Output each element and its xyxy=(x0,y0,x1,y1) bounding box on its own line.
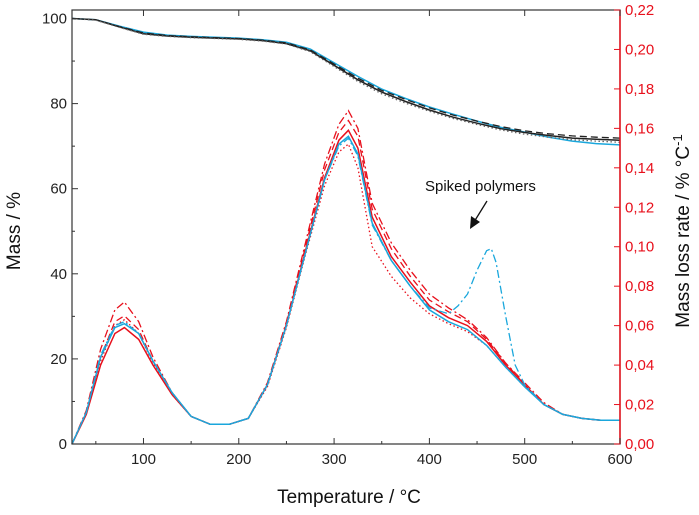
y-right-tick-label: 0,16 xyxy=(625,120,654,137)
spiked-polymers-annotation: Spiked polymers xyxy=(425,178,536,195)
mass-line-2 xyxy=(71,17,621,141)
y-right-tick-label: 0,20 xyxy=(625,41,654,58)
x-axis-title: Temperature / °C xyxy=(277,487,421,508)
axes: 100 200 300 400 500 600 0 20 40 60 80 100 0,00 0,02 0,… xyxy=(42,2,654,468)
y-left-axis-title: Mass / % xyxy=(4,192,25,270)
annotation-arrow xyxy=(470,200,488,229)
x-tick-label: 200 xyxy=(226,451,251,468)
y-right-axis-title: Mass loss rate / % °C-1 xyxy=(670,134,694,327)
y-right-tick-label: 0,18 xyxy=(625,81,654,98)
y-right-tick-label: 0,02 xyxy=(625,397,654,414)
y-right-tick-label: 0,06 xyxy=(625,318,654,335)
mass-line-1 xyxy=(71,17,621,146)
y-left-tick-label: 100 xyxy=(42,11,67,28)
mass-line-3 xyxy=(71,17,621,139)
y-right-tick-label: 0,00 xyxy=(625,436,654,453)
y-left-tick-label: 60 xyxy=(50,181,67,198)
y-right-axis-title-main: Mass loss rate / % xyxy=(673,172,694,327)
y-left-tick-label: 40 xyxy=(50,266,67,283)
x-tick-label: 400 xyxy=(417,451,442,468)
mass-loss-rate-line-2 xyxy=(71,109,620,445)
y-right-tick-label: 0,04 xyxy=(625,357,654,374)
x-tick-label: 600 xyxy=(607,451,632,468)
y-right-tick-label: 0,10 xyxy=(625,239,654,256)
y-left-tick-label: 80 xyxy=(50,96,67,113)
mass-line-4 xyxy=(71,17,621,143)
y-left-tick-label: 0 xyxy=(59,436,67,453)
mass-loss-rate-line-6 xyxy=(71,137,620,445)
y-right-tick-label: 0,22 xyxy=(625,2,654,19)
y-right-tick-label: 0,08 xyxy=(625,278,654,295)
y-left-tick-label: 20 xyxy=(50,351,67,368)
plot-frame xyxy=(71,9,621,445)
plot-area xyxy=(71,17,621,445)
y-right-tick-label: 0,14 xyxy=(625,160,654,177)
y-right-tick-label: 0,12 xyxy=(625,199,654,216)
x-tick-label: 500 xyxy=(512,451,537,468)
mass-loss-rate-line-3 xyxy=(71,119,620,445)
x-tick-label: 100 xyxy=(131,451,156,468)
y-right-axis-title-unit: °C xyxy=(673,146,694,167)
y-right-axis-title-exponent: -1 xyxy=(670,134,685,146)
x-tick-label: 300 xyxy=(322,451,347,468)
